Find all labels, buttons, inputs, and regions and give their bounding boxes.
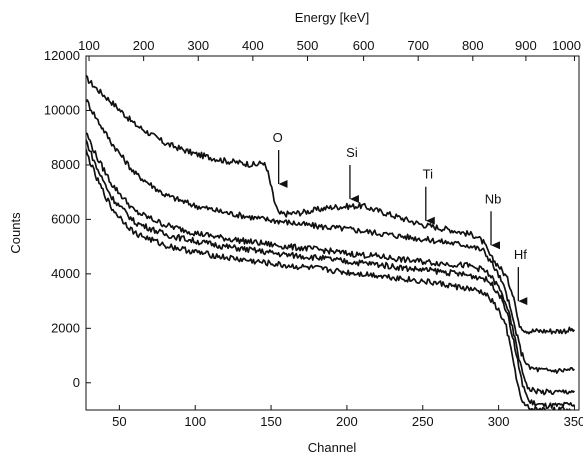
y-tick-label: 0 (73, 375, 80, 390)
x-tick-label: 350 (564, 414, 583, 429)
top-tick-label: 900 (515, 38, 537, 53)
annotation-label: Ti (423, 167, 433, 182)
annotation-label: Si (346, 145, 358, 160)
spectrum-line-5 (86, 149, 575, 410)
annotation-label: Nb (485, 191, 502, 206)
x-tick-label: 100 (184, 414, 206, 429)
annotation-label: Hf (514, 247, 527, 262)
y-tick-label: 8000 (51, 157, 80, 172)
top-axis-title: Energy [keV] (295, 10, 369, 25)
top-tick-label: 200 (133, 38, 155, 53)
x-tick-label: 200 (336, 414, 358, 429)
top-tick-label: 600 (353, 38, 375, 53)
x-axis-title: Channel (308, 440, 357, 455)
top-tick-label: 100 (78, 38, 100, 53)
x-tick-label: 150 (260, 414, 282, 429)
top-tick-label: 1000 (552, 38, 581, 53)
y-tick-label: 4000 (51, 266, 80, 281)
top-tick-label: 300 (187, 38, 209, 53)
top-tick-label: 500 (297, 38, 319, 53)
x-tick-label: 250 (412, 414, 434, 429)
annotation-layer: O Si Ti Nb Hf (273, 130, 528, 306)
x-tick-label: 300 (488, 414, 510, 429)
left-axis: 0 2000 4000 6000 8000 10000 12000 (44, 48, 91, 390)
series-layer (86, 74, 576, 410)
top-tick-label: 800 (462, 38, 484, 53)
spectrum-line-2 (86, 99, 575, 374)
y-axis-title: Counts (8, 212, 23, 254)
top-tick-label: 700 (407, 38, 429, 53)
annotation-label: O (273, 130, 283, 145)
x-tick-label: 50 (112, 414, 126, 429)
plot-frame (85, 55, 580, 411)
bottom-axis: 50 100 150 200 250 300 350 (112, 405, 583, 429)
spectrum-line-1 (86, 74, 576, 335)
y-tick-label: 2000 (51, 320, 80, 335)
spectrum-line-3 (86, 132, 576, 396)
y-tick-label: 10000 (44, 102, 80, 117)
top-tick-label: 400 (242, 38, 264, 53)
y-tick-label: 12000 (44, 48, 80, 63)
y-tick-label: 6000 (51, 211, 80, 226)
top-axis: 100 200 300 400 500 600 700 800 900 1000 (78, 38, 581, 61)
spectrum-line-4 (86, 139, 576, 410)
